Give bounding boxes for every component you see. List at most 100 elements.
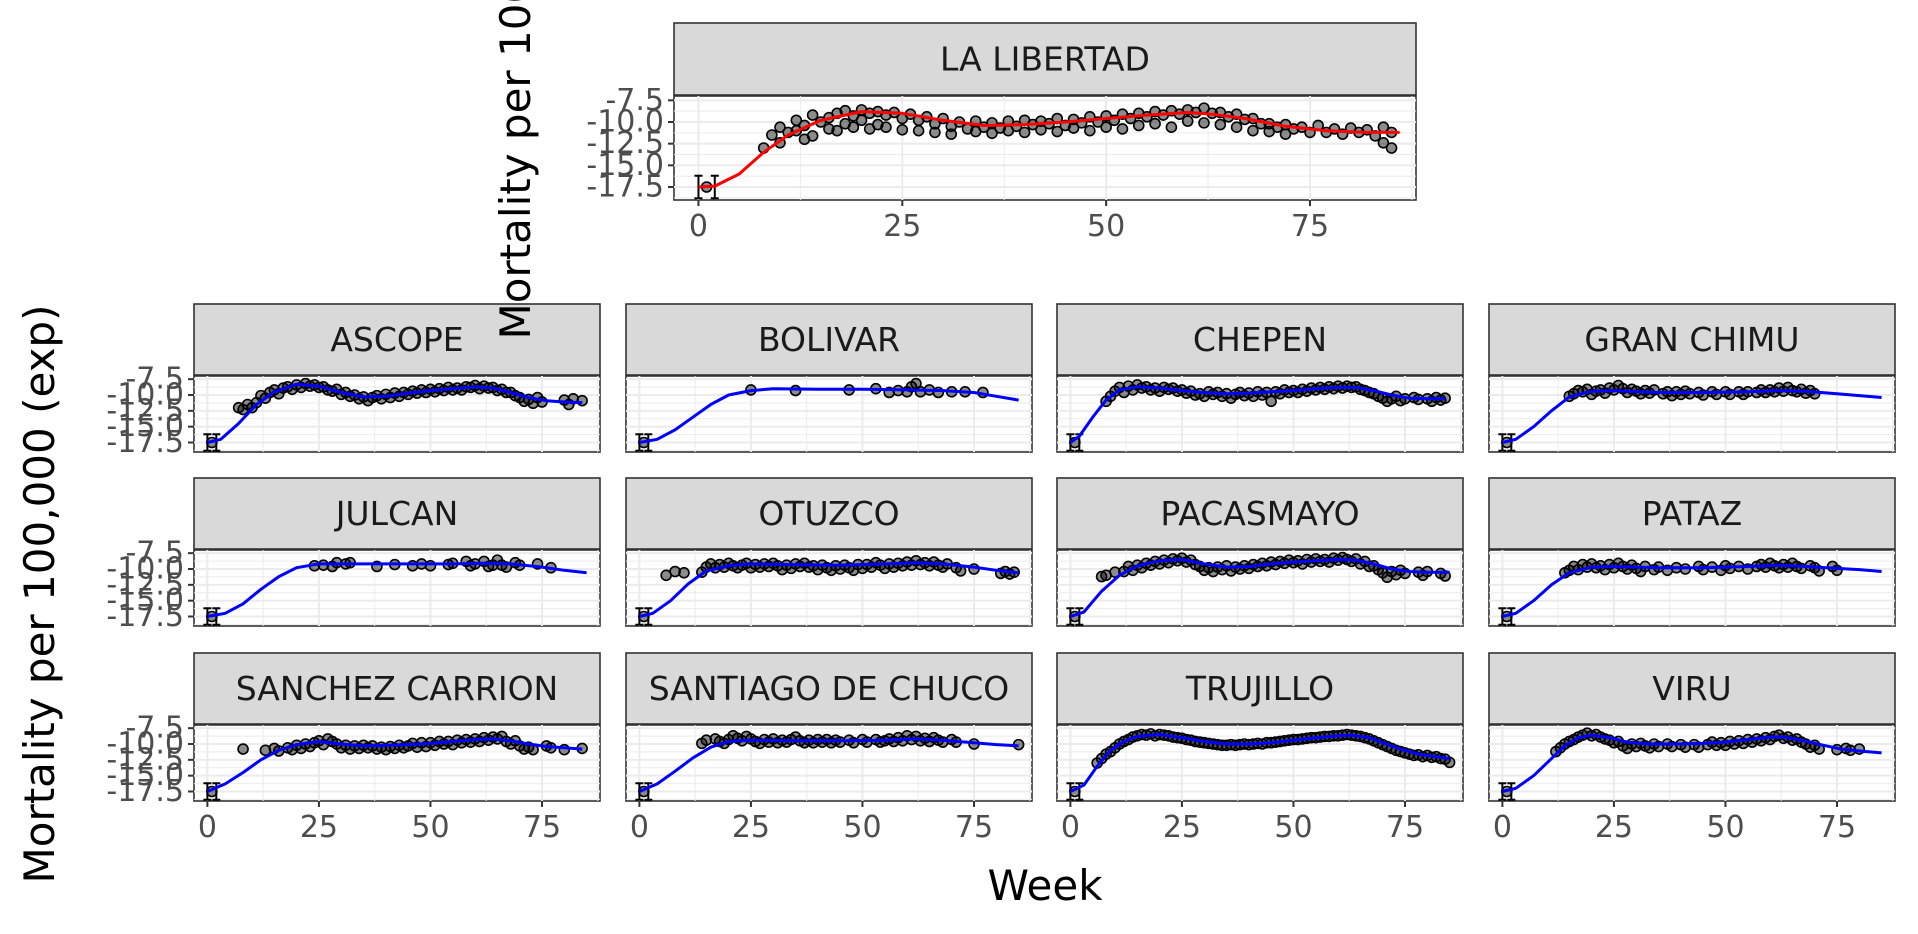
strip-background — [1488, 477, 1896, 550]
data-point — [986, 127, 998, 140]
x-tick-label: 50 — [411, 810, 449, 845]
data-point — [945, 128, 958, 140]
strip-background — [1488, 652, 1896, 725]
data-point — [831, 124, 843, 137]
x-tick-label: 25 — [300, 810, 338, 845]
data-points — [757, 102, 1398, 154]
y-tick-label: -7.5 — [125, 536, 184, 571]
strip-label: ASCOPE — [330, 320, 463, 359]
strip-label: SANTIAGO DE CHUCO — [649, 669, 1010, 708]
x-tick-label: 0 — [1061, 810, 1080, 845]
data-point — [1132, 119, 1145, 132]
top-y-axis-title: Mortality per 100,000 (exp) — [491, 0, 540, 339]
data-point — [1198, 117, 1210, 129]
y-tick-label: -10.0 — [106, 378, 184, 413]
data-point — [1247, 124, 1259, 137]
smooth-curve — [1069, 385, 1446, 444]
gridlines — [626, 376, 1032, 452]
strip-background — [625, 477, 1033, 550]
x-tick-label: 0 — [630, 810, 649, 845]
smooth-curve — [207, 561, 587, 618]
strip-label: PATAZ — [1642, 494, 1743, 533]
x-tick-label: 25 — [732, 810, 770, 845]
data-point — [806, 109, 819, 121]
x-tick-label: 0 — [198, 810, 217, 845]
y-tick-label: -15.0 — [106, 758, 184, 793]
panel-contents — [203, 730, 588, 801]
smooth-curve — [1502, 733, 1882, 793]
data-point — [1149, 117, 1161, 130]
y-tick-label: -17.5 — [106, 599, 184, 634]
facet-sanchez-carrion: SANCHEZ CARRION -7.5-10.0-12.5-15.0-17.5 0… — [106, 652, 601, 845]
data-point — [1377, 137, 1390, 149]
facet-santiago-de-chuco: SANTIAGO DE CHUCO 0 25 50 75 — [625, 652, 1033, 845]
facet-pataz: PATAZ — [1488, 477, 1896, 627]
x-tick-label: 25 — [1595, 810, 1633, 845]
strip-label: OTUZCO — [758, 494, 899, 533]
x-tick-label: 50 — [843, 810, 881, 845]
smooth-curve — [1069, 558, 1450, 618]
data-point — [766, 129, 778, 141]
smooth-curve — [207, 382, 583, 444]
smooth-curve — [206, 737, 583, 793]
data-point — [1181, 115, 1194, 127]
panel-contents — [203, 554, 587, 626]
strip-label: JULCAN — [334, 494, 459, 533]
facet-trujillo: TRUJILLO 0 25 50 75 — [1056, 652, 1464, 845]
y-tick-label: -12.5 — [106, 393, 184, 428]
strip-label: VIRU — [1652, 669, 1731, 708]
data-point — [789, 384, 802, 397]
data-point — [1279, 128, 1292, 140]
y-tick-label: -7.5 — [605, 83, 664, 118]
strip-label: BOLIVAR — [758, 320, 900, 359]
strip-background — [1056, 303, 1464, 376]
y-tick-label: -15.0 — [106, 583, 184, 618]
panel-contents — [1066, 551, 1451, 626]
data-point — [1067, 122, 1080, 134]
x-tick-label: 50 — [1274, 810, 1312, 845]
x-tick-label: 0 — [1493, 810, 1512, 845]
x-tick-label: 75 — [955, 810, 993, 845]
gridlines — [626, 550, 1032, 626]
data-point — [424, 560, 437, 572]
y-axis-title: Mortality per 100,000 (exp) — [15, 305, 64, 884]
panel-contents — [1498, 727, 1882, 801]
y-tick-label: -10.0 — [106, 552, 184, 587]
facet-ascope: ASCOPE -7.5-10.0-12.5-15.0-17.5 — [106, 303, 601, 460]
data-point — [855, 114, 868, 127]
panel-contents — [1066, 379, 1451, 452]
panel-contents — [203, 377, 588, 452]
strip-background — [673, 22, 1417, 96]
strip-background — [625, 652, 1033, 725]
y-tick-label: -12.5 — [586, 126, 664, 161]
data-point — [896, 124, 909, 136]
top-panel: LA LIBERTAD -7.5-10.0-12.5-15.0-17.5 0 25 50… — [586, 22, 1417, 244]
facet-chepen: CHEPEN — [1056, 303, 1464, 453]
x-tick-label: 50 — [1706, 810, 1744, 845]
data-point — [847, 121, 860, 133]
data-point — [576, 394, 588, 407]
strip-label: PACASMAYO — [1160, 494, 1359, 533]
data-point — [1116, 123, 1129, 135]
strip-background — [193, 303, 601, 376]
data-point — [1265, 395, 1277, 408]
x-tick-label: 25 — [883, 209, 921, 244]
strip-background — [193, 652, 601, 725]
smooth-curve — [1069, 733, 1450, 793]
strip-background — [1056, 652, 1464, 725]
panel-background — [193, 724, 601, 802]
strip-label: SANCHEZ CARRION — [236, 669, 559, 708]
data-point — [1385, 142, 1398, 154]
y-tick-label: -15.0 — [586, 148, 664, 183]
data-point — [700, 734, 713, 747]
strip-background — [1056, 477, 1464, 550]
strip-label: LA LIBERTAD — [940, 40, 1150, 79]
data-point — [880, 121, 892, 133]
data-point — [1018, 126, 1031, 139]
y-tick-label: -15.0 — [106, 409, 184, 444]
panel-background — [673, 95, 1417, 201]
facet-bolivar: BOLIVAR — [625, 303, 1033, 453]
x-tick-label: 25 — [1163, 810, 1201, 845]
strip-background — [1488, 303, 1896, 376]
